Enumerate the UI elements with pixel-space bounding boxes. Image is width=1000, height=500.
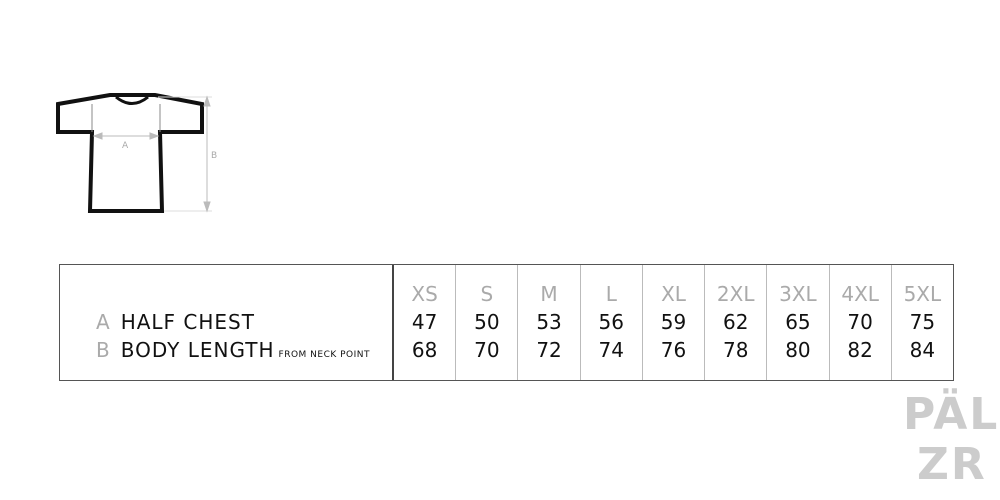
- half-chest-value: 70: [847, 310, 873, 334]
- label-b: B: [211, 151, 217, 161]
- body-length-value: 74: [598, 338, 624, 362]
- size-column-5xl: 5XL 75 84: [892, 265, 953, 380]
- size-header: M: [540, 282, 558, 306]
- body-length-value: 84: [909, 338, 936, 362]
- body-length-value: 70: [474, 338, 500, 362]
- body-length-value: 68: [411, 338, 438, 362]
- size-header: 5XL: [903, 282, 942, 306]
- measurement-labels: A HALF CHEST B BODY LENGTH FROM NECK POINT: [60, 265, 394, 380]
- size-header: 2XL: [716, 282, 755, 306]
- body-length-value: 78: [722, 338, 749, 362]
- body-length-value: 76: [660, 338, 687, 362]
- size-column-l: L 56 74: [581, 265, 643, 380]
- size-header: XL: [661, 282, 686, 306]
- label-a: A: [122, 141, 129, 151]
- row-body-length: B BODY LENGTH FROM NECK POINT: [96, 338, 370, 362]
- size-column-3xl: 3XL 65 80: [767, 265, 830, 380]
- body-length-value: 72: [536, 338, 562, 362]
- size-column-4xl: 4XL 70 82: [830, 265, 892, 380]
- size-column-xs: XS 47 68: [394, 265, 457, 380]
- size-header: 3XL: [779, 282, 817, 306]
- row-letter: B: [96, 338, 111, 362]
- palzr-logo: PÄL ZR: [903, 390, 998, 490]
- size-chart-table: A HALF CHEST B BODY LENGTH FROM NECK POINT …: [59, 264, 954, 381]
- half-chest-value: 56: [598, 310, 624, 334]
- body-length-value: 80: [785, 338, 811, 362]
- logo-line2: ZR: [917, 439, 987, 490]
- row-note: FROM NECK POINT: [278, 350, 371, 360]
- body-length-arrow: [158, 95, 212, 213]
- body-length-value: 82: [847, 338, 873, 362]
- size-column-xl: XL 59 76: [643, 265, 706, 380]
- logo-line1: PÄL: [903, 389, 1000, 440]
- row-letter: A: [96, 310, 111, 334]
- row-label: BODY LENGTH: [120, 338, 275, 362]
- half-chest-value: 53: [536, 310, 562, 334]
- size-header: 4XL: [841, 282, 879, 306]
- size-header: XS: [411, 282, 438, 306]
- tshirt-collar: [115, 95, 149, 105]
- row-label: HALF CHEST: [120, 310, 255, 334]
- half-chest-arrow: [92, 132, 160, 140]
- tshirt-diagram: A B: [56, 93, 217, 213]
- half-chest-value: 50: [474, 310, 500, 334]
- tshirt-outline: [56, 93, 204, 213]
- size-header: L: [605, 282, 617, 306]
- half-chest-value: 75: [909, 310, 936, 334]
- size-column-2xl: 2XL 62 78: [705, 265, 768, 380]
- half-chest-value: 62: [722, 310, 749, 334]
- half-chest-value: 59: [660, 310, 687, 334]
- size-header: S: [480, 282, 494, 306]
- size-column-s: S 50 70: [456, 265, 519, 380]
- half-chest-value: 47: [411, 310, 438, 334]
- half-chest-value: 65: [785, 310, 811, 334]
- size-column-m: M 53 72: [518, 265, 581, 380]
- row-half-chest: A HALF CHEST: [96, 310, 255, 334]
